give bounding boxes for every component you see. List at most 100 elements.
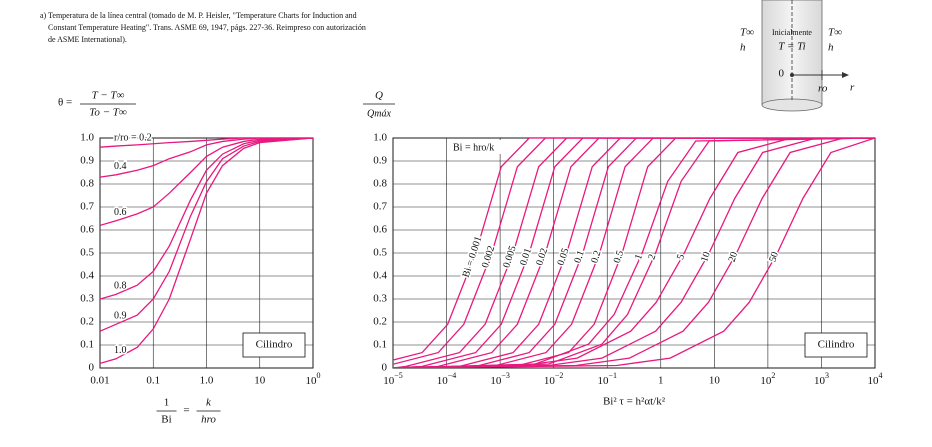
curve-label: 0.5 <box>612 249 626 264</box>
curve <box>393 138 875 368</box>
curve <box>100 138 313 148</box>
annotation: Cilindro <box>256 339 293 351</box>
curve <box>100 138 313 332</box>
y-tick-label: 0.6 <box>80 224 94 236</box>
curves <box>393 138 875 368</box>
curve-label: 2 <box>646 253 658 261</box>
x-tick-label: 0.01 <box>90 375 109 387</box>
x-label: Bi² τ = h²αt/k² <box>603 396 666 408</box>
x-tick-label: 10−4 <box>437 371 457 387</box>
diagram-label: h <box>740 42 746 54</box>
origin-dot <box>790 73 794 77</box>
curve <box>393 138 875 361</box>
y-label-numerator: Q <box>375 90 383 102</box>
x-tick-label: 100 <box>306 371 321 387</box>
curve-label: 5 <box>675 253 687 261</box>
x-label: k <box>206 397 212 409</box>
y-tick-label: 0.2 <box>373 316 387 328</box>
x-tick-label: 10−2 <box>544 371 564 387</box>
x-tick-label: 10−3 <box>490 371 510 387</box>
x-label: hro <box>201 414 216 426</box>
diagram-label: r <box>850 82 855 94</box>
x-tick-label: 1 <box>658 375 664 387</box>
curve-label: 0.4 <box>114 161 127 172</box>
y-tick-label: 0.5 <box>373 247 387 259</box>
note: Bi = hro/k <box>453 142 494 153</box>
curve-label: 1 <box>633 253 645 261</box>
curve <box>393 138 875 368</box>
curve <box>393 138 875 368</box>
y-label-denominator: Qmáx <box>367 108 391 119</box>
y-tick-label: 0.4 <box>373 270 387 282</box>
y-tick-label: 0.9 <box>373 155 387 167</box>
curve <box>393 138 875 368</box>
y-label: θ = <box>58 97 72 109</box>
curve <box>393 138 875 368</box>
diagram-label: T∞ <box>740 27 754 39</box>
cylinder-diagram: T∞ h Inicialmente T = Ti T∞ h 0 ro r <box>740 0 855 112</box>
arrowhead <box>842 72 849 78</box>
curve <box>100 138 313 227</box>
x-tick-label: 10−5 <box>383 371 403 387</box>
x-tick-label: 10 <box>709 375 721 387</box>
x-tick-label: 1.0 <box>200 375 214 387</box>
curve-label: 0.6 <box>114 207 127 218</box>
y-tick-label: 0 <box>382 362 388 374</box>
diagram-label: T = Ti <box>778 41 805 53</box>
y-tick-label: 0.8 <box>373 178 387 190</box>
y-tick-label: 0.4 <box>80 270 94 282</box>
curves <box>100 138 313 365</box>
curve <box>393 138 875 368</box>
curve <box>393 138 875 368</box>
y-tick-label: 0.6 <box>373 224 387 236</box>
y-label-numerator: T − T∞ <box>92 90 125 102</box>
x-label: Bi <box>161 414 171 426</box>
y-tick-label: 1.0 <box>373 132 387 144</box>
y-tick-label: 0.7 <box>373 201 387 213</box>
diagram-label: h <box>828 42 834 54</box>
note-box <box>451 140 509 154</box>
x-tick-label: 10−1 <box>597 371 617 387</box>
cylinder-base <box>761 98 823 112</box>
curve <box>100 138 313 300</box>
caption-line: de ASME International). <box>48 35 127 44</box>
curve <box>100 138 313 365</box>
curve-label: r/ro = 0.2 <box>114 132 152 143</box>
y-tick-label: 1.0 <box>80 132 94 144</box>
y-tick-label: 0.5 <box>80 247 94 259</box>
x-tick-label: 0.1 <box>146 375 160 387</box>
annotation-box <box>242 332 306 358</box>
curve-label: 0.8 <box>114 281 127 292</box>
caption-line: Constant Temperature Heating". Trans. AS… <box>48 23 366 32</box>
y-tick-label: 0.3 <box>80 293 94 305</box>
curve <box>393 138 875 368</box>
curve <box>393 138 875 368</box>
y-tick-label: 0.1 <box>373 339 387 351</box>
x-tick-label: 104 <box>868 371 883 387</box>
curve <box>393 138 875 365</box>
diagram-label: T∞ <box>828 27 842 39</box>
y-tick-label: 0.7 <box>80 201 94 213</box>
x-label: = <box>183 405 189 417</box>
y-tick-label: 0.3 <box>373 293 387 305</box>
y-tick-label: 0.8 <box>80 178 94 190</box>
y-tick-label: 0 <box>89 362 95 374</box>
x-tick-label: 10 <box>254 375 266 387</box>
curve-label: 1.0 <box>114 345 127 356</box>
curve <box>393 138 875 368</box>
x-tick-label: 102 <box>760 371 775 387</box>
diagram-label: 0 <box>779 68 785 80</box>
y-tick-label: 0.1 <box>80 339 94 351</box>
annotation-box <box>804 332 868 358</box>
y-tick-label: 0.9 <box>80 155 94 167</box>
x-tick-label: 103 <box>814 371 829 387</box>
curve-label: 0.9 <box>114 311 127 322</box>
diagram-label: Inicialmente <box>772 28 812 37</box>
y-tick-label: 0.2 <box>80 316 94 328</box>
x-label: 1 <box>164 397 170 409</box>
curve <box>393 138 875 368</box>
curve <box>100 138 313 178</box>
diagram-label: ro <box>818 83 828 95</box>
y-label-denominator: To − T∞ <box>89 107 127 119</box>
